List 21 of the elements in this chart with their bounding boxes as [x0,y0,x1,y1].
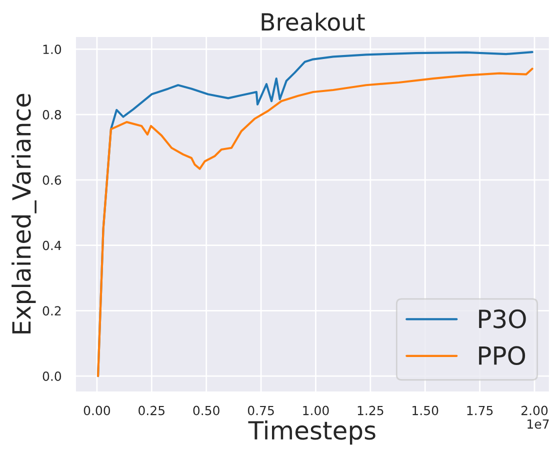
y-tick-label: 0.8 [42,110,62,120]
y-tick-label: 0.4 [42,240,62,250]
x-tick-label: 1.25 [358,406,384,416]
x-tick-label: 0.25 [138,406,164,416]
y-tick-label: 0.6 [42,175,62,185]
x-tick-label: 2.00 [521,406,548,416]
x-axis-title: Timesteps [248,420,376,445]
x-tick-label: 0.75 [248,406,274,416]
x-tick-label: 1.75 [467,406,493,416]
legend-label: P3O [479,309,526,328]
y-tick-label: 0.2 [42,306,61,316]
x-tick-label: 1.50 [412,406,438,416]
text: 1e7 [528,419,549,429]
x-tick-label: 1.00 [303,406,329,416]
chart-title: Breakout [262,12,365,31]
legend-label: PPO [479,346,526,366]
x-tick-label: 0.00 [84,406,110,416]
y-tick-label: 0.0 [42,372,62,381]
y-tick-label: 1.0 [43,44,62,54]
y-axis-title: Explained_Variance [12,94,36,334]
x-tick-label: 0.50 [193,406,220,416]
